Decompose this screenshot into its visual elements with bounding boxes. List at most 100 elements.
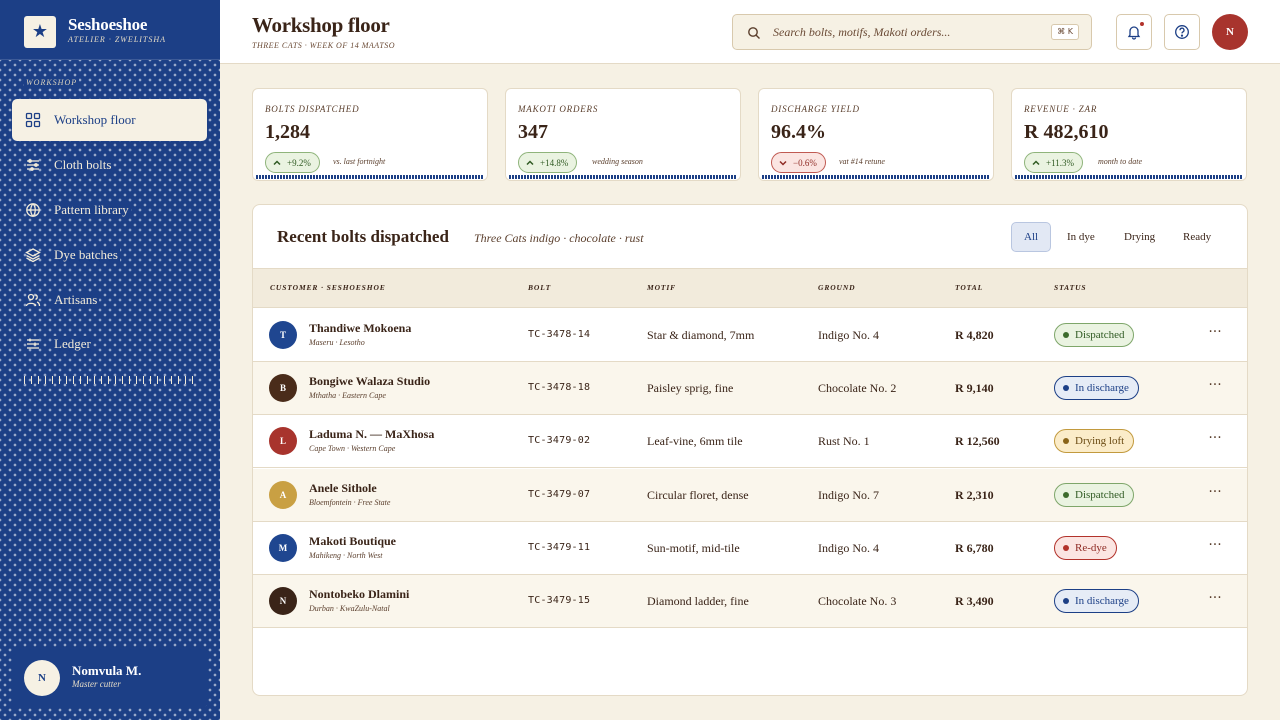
customer-location: Bloemfontein · Free State: [309, 497, 391, 507]
avatar: B: [269, 374, 297, 403]
star-icon: ★: [24, 16, 56, 48]
table-row[interactable]: N Nontobeko Dlamini Durban · KwaZulu-Natal…: [253, 575, 1247, 628]
stat-band: [1015, 175, 1243, 179]
customer-name[interactable]: Bongiwe Walaza Studio: [309, 374, 431, 389]
status-label: Dispatched: [1075, 329, 1125, 341]
column-header-motif[interactable]: MOTIF: [647, 283, 677, 292]
status-badge: Dispatched: [1054, 323, 1135, 347]
status-badge: Drying loft: [1054, 429, 1135, 454]
bolt-id[interactable]: TC-3479-15: [528, 595, 591, 606]
customer-name[interactable]: Thandiwe Mokoena: [309, 321, 412, 335]
sidebar-item-artisans[interactable]: Artisans: [12, 279, 207, 321]
column-header-customer[interactable]: CUSTOMER · SESHOESHOE: [270, 283, 386, 292]
more-actions-icon[interactable]: ···: [1208, 590, 1222, 606]
sidebar-item-ledger[interactable]: Ledger: [12, 323, 207, 365]
bolt-id[interactable]: TC-3479-11: [528, 541, 591, 553]
motif: Paisley sprig, fine: [647, 381, 734, 396]
status-badge: In discharge: [1054, 589, 1139, 613]
table-row[interactable]: M Makoti Boutique Mahikeng · North West TC-…: [253, 522, 1247, 575]
total: R 9,140: [955, 381, 994, 396]
sidebar-item-dye-batches[interactable]: Dye batches: [12, 234, 207, 276]
profile-name: Nomvula M.: [72, 663, 142, 678]
grid-icon: [24, 111, 42, 129]
column-header-ground[interactable]: GROUND: [818, 283, 856, 292]
bolt-id[interactable]: TC-3479-02: [528, 435, 591, 447]
status-dot: [1063, 332, 1069, 338]
column-header-status[interactable]: STATUS: [1054, 283, 1087, 292]
sidebar-item-label: Dye batches: [52, 247, 120, 263]
user-avatar[interactable]: N: [1212, 14, 1248, 50]
stat-label: BOLTS DISPATCHED: [265, 104, 360, 114]
customer-location: Cape Town · Western Cape: [309, 444, 396, 454]
more-actions-icon[interactable]: ···: [1208, 483, 1222, 500]
avatar: M: [269, 533, 297, 562]
sidebar-item-label: Cloth bolts: [52, 157, 114, 173]
keyboard-shortcut: ⌘ K: [1051, 24, 1079, 40]
more-actions-icon[interactable]: ···: [1208, 536, 1222, 553]
status-dot: [1063, 438, 1069, 445]
search-bar[interactable]: ⌘ K: [732, 14, 1092, 50]
avatar: L: [269, 427, 297, 456]
customer-name[interactable]: Laduma N. — MaXhosa: [309, 427, 435, 442]
sidebar-item-label: Pattern library: [52, 202, 131, 218]
table-row[interactable]: L Laduma N. — MaXhosa Cape Town · Western …: [253, 415, 1247, 469]
filter-all[interactable]: All: [1011, 222, 1052, 252]
bolt-id[interactable]: TC-3478-18: [528, 382, 591, 394]
stat-delta-badge: +11.3%: [1024, 152, 1083, 173]
status-dot: [1063, 544, 1069, 551]
motif: Diamond ladder, fine: [647, 594, 749, 608]
stat-note: month to date: [1098, 157, 1142, 166]
motif: Sun-motif, mid-tile: [647, 540, 740, 555]
table-row[interactable]: B Bongiwe Walaza Studio Mthatha · Eastern …: [253, 362, 1247, 416]
filter-ready[interactable]: Ready: [1183, 231, 1212, 243]
nav-section-label: WORKSHOP: [24, 78, 80, 87]
column-header-total[interactable]: TOTAL: [955, 283, 984, 292]
more-actions-icon[interactable]: ···: [1208, 324, 1222, 340]
filter-in-dye[interactable]: In dye: [1067, 231, 1095, 243]
stat-card-bolts-dispatched: BOLTS DISPATCHED 1,284 +9.2% vs. last fo…: [252, 88, 488, 181]
customer-location: Maseru · Lesotho: [309, 338, 365, 347]
stat-note: vs. last fortnight: [333, 157, 386, 166]
sidebar-item-workshop-floor[interactable]: Workshop floor: [12, 99, 207, 141]
ground: Rust No. 1: [818, 434, 870, 449]
bell-icon: [1126, 24, 1142, 40]
help-icon: [1174, 24, 1190, 40]
more-actions-icon[interactable]: ···: [1208, 377, 1222, 394]
avatar: T: [269, 321, 297, 349]
table-row[interactable]: A Anele Sithole Bloemfontein · Free State T…: [253, 468, 1247, 522]
filter-drying[interactable]: Drying: [1124, 231, 1156, 243]
recent-bolts-panel: Recent bolts dispatched Three Cats indig…: [252, 204, 1248, 696]
total: R 4,820: [955, 328, 994, 342]
total: R 12,560: [955, 434, 1000, 449]
column-header-bolt[interactable]: BOLT: [528, 283, 552, 292]
avatar: N: [24, 660, 60, 696]
search-input[interactable]: [773, 15, 1043, 49]
more-actions-icon[interactable]: ···: [1208, 430, 1222, 447]
stat-delta: −0.6%: [793, 157, 817, 168]
user-profile-card[interactable]: N Nomvula M. Master cutter: [12, 648, 207, 708]
status-dot: [1063, 385, 1069, 392]
customer-name[interactable]: Makoti Boutique: [309, 533, 397, 548]
customer-name[interactable]: Nontobeko Dlamini: [309, 587, 410, 601]
stat-band: [256, 175, 484, 179]
sidebar: ★ Seshoeshoe ATELIER · ZWELITSHA WORKSHO…: [0, 0, 220, 720]
table-row[interactable]: T Thandiwe Mokoena Maseru · Lesotho TC-3478…: [253, 309, 1247, 362]
customer-name[interactable]: Anele Sithole: [309, 480, 377, 495]
bolt-id[interactable]: TC-3479-07: [528, 488, 591, 500]
status-label: Dispatched: [1075, 488, 1125, 501]
customer-location: Durban · KwaZulu-Natal: [309, 604, 390, 613]
sidebar-item-cloth-bolts[interactable]: Cloth bolts: [12, 144, 207, 186]
help-button[interactable]: [1164, 14, 1200, 50]
bolts-icon: [24, 156, 42, 174]
chevron-up-icon: [1032, 159, 1040, 165]
search-icon: [747, 26, 761, 40]
notifications-button[interactable]: [1116, 14, 1152, 50]
bolt-id[interactable]: TC-3478-14: [528, 329, 591, 340]
panel-subtitle: Three Cats indigo · chocolate · rust: [474, 231, 644, 245]
ground: Indigo No. 4: [818, 328, 879, 342]
status-dot: [1063, 598, 1069, 604]
sidebar-item-pattern-library[interactable]: Pattern library: [12, 189, 207, 231]
brand[interactable]: ★ Seshoeshoe ATELIER · ZWELITSHA: [0, 0, 220, 60]
status-label: In discharge: [1075, 595, 1129, 607]
stat-card-makoti-orders: MAKOTI ORDERS 347 +14.8% wedding season: [505, 88, 741, 181]
